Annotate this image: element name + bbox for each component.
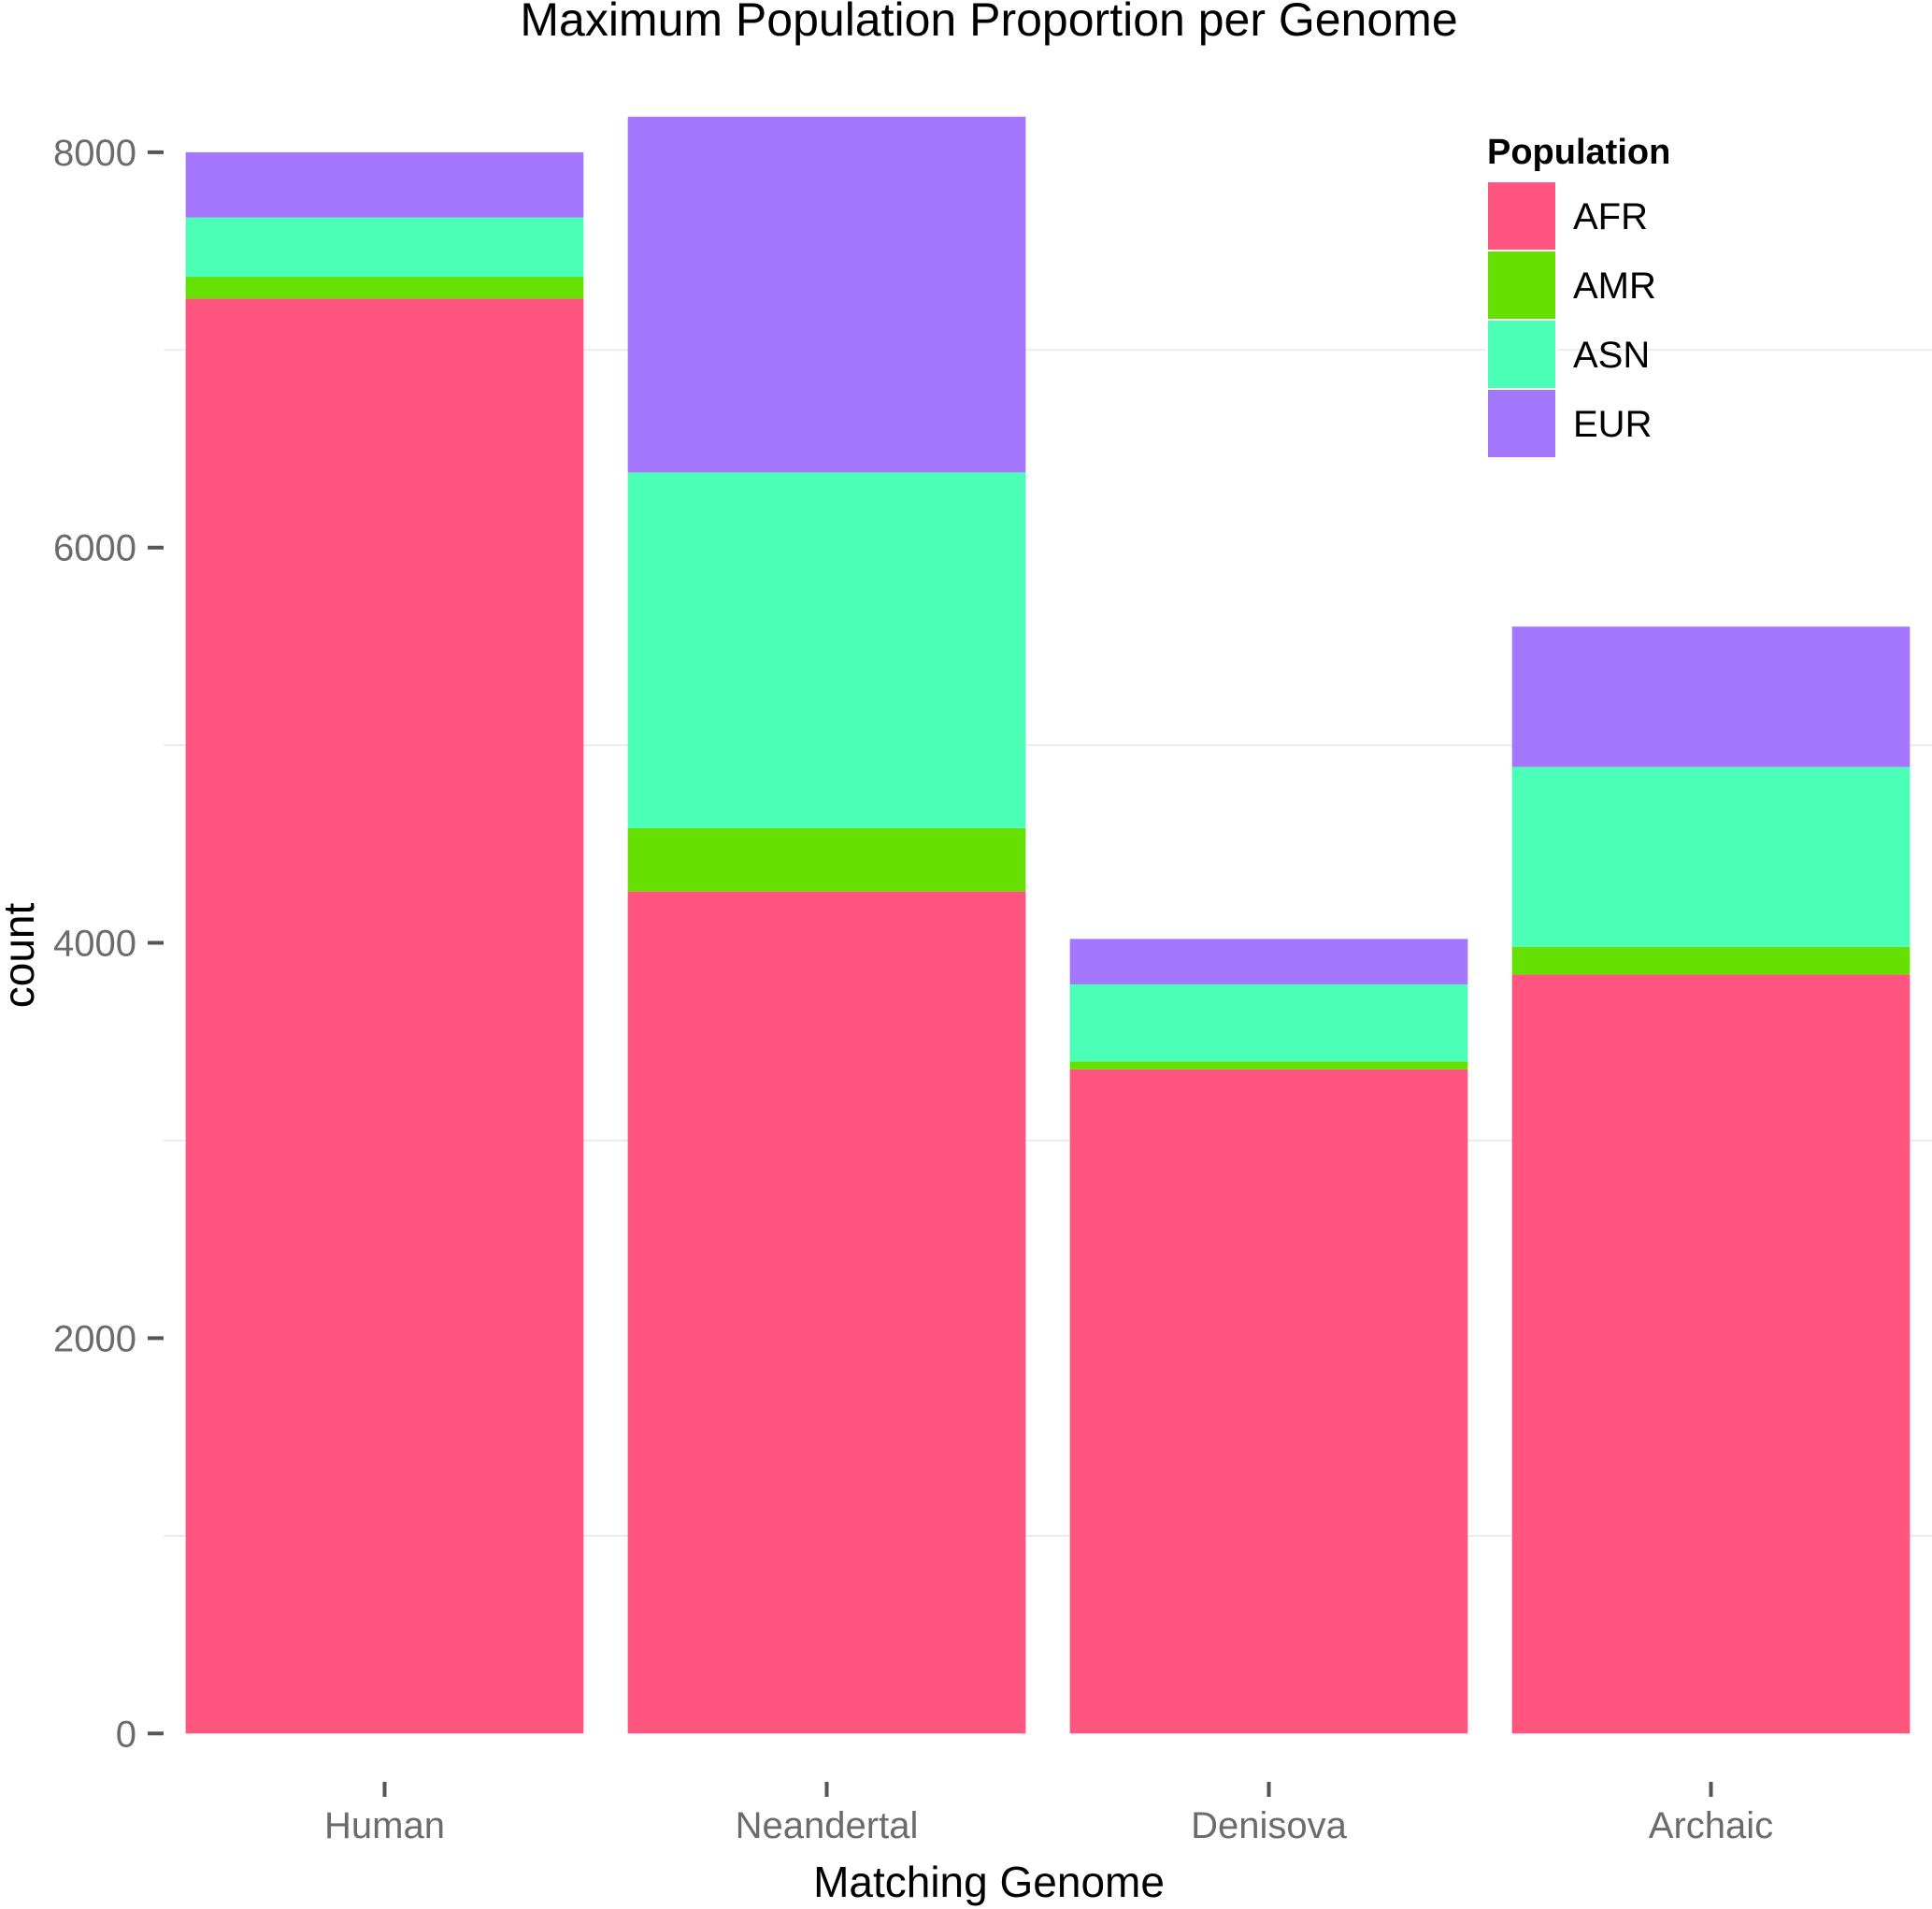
- bar-amr-archaic: [1511, 946, 1911, 975]
- x-tick-label: Human: [324, 1805, 445, 1846]
- bar-eur-denisova: [1069, 939, 1468, 984]
- bar-amr-neandertal: [627, 827, 1026, 892]
- y-axis: 0 2000 4000 6000 8000: [53, 133, 164, 1755]
- legend-label: AMR: [1573, 266, 1656, 307]
- legend-swatch: [1486, 180, 1557, 251]
- legend-label: AFR: [1573, 196, 1648, 237]
- chart-title: Maximum Population Proportion per Genome: [520, 0, 1457, 46]
- bars-layer: [185, 116, 1911, 1734]
- y-tick-label: 4000: [53, 924, 136, 965]
- legend-swatch: [1486, 388, 1557, 459]
- bar-afr-human: [185, 298, 584, 1734]
- x-tick-label: Neandertal: [736, 1805, 919, 1846]
- x-tick-label: Archaic: [1649, 1805, 1773, 1846]
- y-axis-title: count: [0, 903, 43, 1009]
- bar-asn-neandertal: [627, 472, 1026, 828]
- legend-label: EUR: [1573, 404, 1652, 445]
- y-tick-label: 2000: [53, 1318, 136, 1359]
- legend: Population AFR AMR ASN EUR: [1486, 133, 1670, 459]
- bar-asn-denisova: [1069, 983, 1468, 1062]
- y-tick-label: 8000: [53, 133, 136, 174]
- legend-swatch: [1486, 319, 1557, 390]
- bar-eur-human: [185, 151, 584, 218]
- bar-eur-archaic: [1511, 626, 1911, 768]
- bar-amr-human: [185, 277, 584, 299]
- bar-afr-denisova: [1069, 1069, 1468, 1734]
- bar-amr-denisova: [1069, 1061, 1468, 1069]
- legend-title: Population: [1487, 133, 1670, 172]
- bar-eur-neandertal: [627, 116, 1026, 473]
- y-tick-label: 0: [116, 1714, 136, 1755]
- legend-items: AFR AMR ASN EUR: [1486, 180, 1656, 459]
- legend-label: ASN: [1573, 335, 1650, 376]
- bar-asn-human: [185, 217, 584, 278]
- x-axis-title: Matching Genome: [813, 1858, 1165, 1906]
- x-tick-label: Denisova: [1191, 1805, 1348, 1846]
- y-tick-label: 6000: [53, 528, 136, 569]
- bar-asn-archaic: [1511, 767, 1911, 947]
- bar-afr-archaic: [1511, 974, 1911, 1734]
- x-axis: Human Neandertal Denisova Archaic: [324, 1782, 1773, 1846]
- bar-afr-neandertal: [627, 891, 1026, 1734]
- legend-swatch: [1486, 250, 1557, 321]
